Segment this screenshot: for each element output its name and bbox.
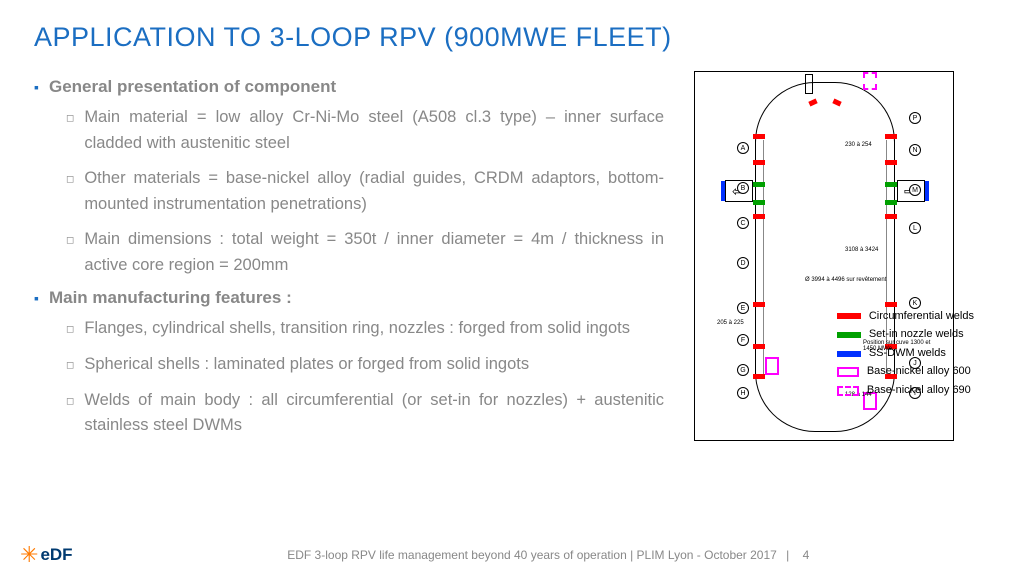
callout-bubble: A [737,142,749,154]
circ-weld [753,160,765,165]
section-heading: Main manufacturing features : [34,288,664,308]
swatch-green [837,332,861,338]
circ-weld [885,160,897,165]
callout-bubble: B [737,182,749,194]
dim-label: 205 à 225 [717,320,744,326]
callout-bubble: P [909,112,921,124]
swatch-blue [837,351,861,357]
edf-logo: ✳ eDF [20,542,73,568]
footer-text: EDF 3-loop RPV life management beyond 40… [73,548,1024,562]
upper-dome [755,82,895,142]
alloy-690-marker [863,72,877,90]
swatch-magenta-solid [837,367,859,377]
bullet-item: Flanges, cylindrical shells, transition … [66,316,664,342]
callout-bubble: E [737,302,749,314]
section-heading: General presentation of component [34,77,664,97]
page-number: 4 [803,548,810,562]
slide-title: APPLICATION TO 3-LOOP RPV (900MWE FLEET) [34,22,990,53]
dim-label: 3108 à 3424 [845,247,878,253]
callout-bubble: F [737,334,749,346]
callout-bubble: M [909,184,921,196]
legend-item: Base-nickel alloy 600 [837,363,974,381]
dwm-weld [925,181,929,201]
circ-weld [753,302,765,307]
legend: Circumferential welds Set-in nozzle weld… [837,308,974,401]
circ-weld [753,214,765,219]
circ-weld [885,134,897,139]
bullet-item: Spherical shells : laminated plates or f… [66,352,664,378]
circ-weld [753,134,765,139]
text-column: General presentation of component Main m… [34,71,674,449]
swatch-red [837,313,861,319]
callout-bubble: C [737,217,749,229]
content-row: General presentation of component Main m… [34,71,990,449]
slide: APPLICATION TO 3-LOOP RPV (900MWE FLEET)… [0,0,1024,576]
bullet-item: Other materials = base-nickel alloy (rad… [66,166,664,217]
legend-item: SS-DWM welds [837,345,974,363]
legend-item: Set-in nozzle welds [837,326,974,344]
circ-weld [753,344,765,349]
legend-item: Circumferential welds [837,308,974,326]
setin-weld [753,200,765,205]
dim-label: 230 à 254 [845,142,872,148]
circ-weld [885,214,897,219]
circ-weld [753,374,765,379]
callout-bubble: N [909,144,921,156]
alloy-600-marker [765,357,779,375]
callout-bubble: L [909,222,921,234]
legend-item: Base-nickel alloy 690 [837,382,974,400]
bullet-item: Main material = low alloy Cr-Ni-Mo steel… [66,105,664,156]
callout-bubble: G [737,364,749,376]
logo-text: eDF [40,545,72,565]
bullet-item: Welds of main body : all circumferential… [66,388,664,439]
dim-label: Ø 3994 à 4496 sur revêtement [805,277,886,283]
setin-weld [885,182,897,187]
callout-bubble: H [737,387,749,399]
circ-weld [885,302,897,307]
callout-bubble: D [737,257,749,269]
logo-icon: ✳ [20,542,38,568]
bullet-item: Main dimensions : total weight = 350t / … [66,227,664,278]
diagram-column: A B C D E F G H P N M L K J I 230 à 254 … [674,71,984,449]
setin-weld [885,200,897,205]
swatch-magenta-dashed [837,386,859,396]
footer: ✳ eDF EDF 3-loop RPV life management bey… [0,542,1024,568]
dwm-weld [721,181,725,201]
setin-weld [753,182,765,187]
crdm-penetration [805,74,813,94]
